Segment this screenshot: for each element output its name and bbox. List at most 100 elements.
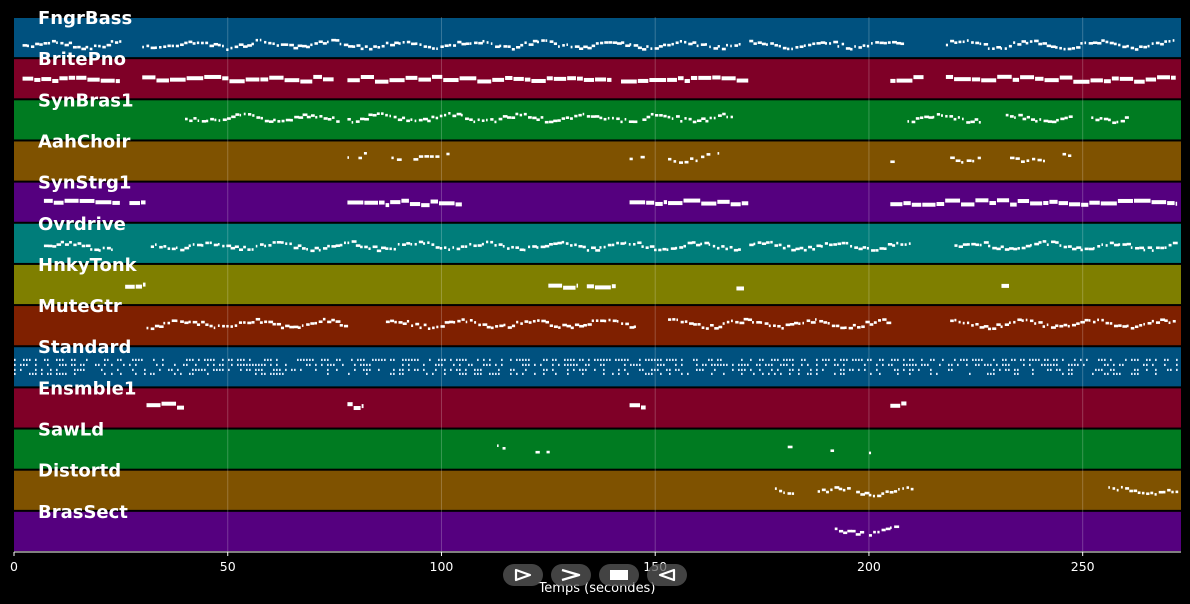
note bbox=[474, 368, 476, 372]
back-button[interactable] bbox=[647, 564, 687, 586]
note bbox=[261, 372, 263, 376]
note bbox=[1044, 358, 1046, 362]
note bbox=[240, 363, 242, 367]
note bbox=[855, 358, 857, 362]
note bbox=[1047, 358, 1049, 362]
note bbox=[679, 246, 684, 249]
note bbox=[1171, 490, 1174, 494]
note bbox=[22, 76, 34, 81]
note bbox=[1170, 75, 1176, 80]
note bbox=[607, 243, 612, 247]
note bbox=[595, 42, 599, 45]
note bbox=[439, 114, 443, 118]
note bbox=[704, 241, 710, 245]
note bbox=[1125, 487, 1130, 490]
note bbox=[722, 112, 726, 116]
note bbox=[709, 45, 711, 49]
note bbox=[1050, 45, 1056, 49]
note bbox=[768, 372, 770, 376]
note bbox=[456, 358, 458, 362]
note bbox=[663, 114, 667, 118]
note bbox=[186, 76, 204, 81]
note bbox=[414, 119, 417, 123]
note bbox=[1134, 372, 1136, 376]
note bbox=[1008, 363, 1010, 367]
note bbox=[586, 284, 594, 289]
play-button[interactable] bbox=[503, 564, 543, 586]
note bbox=[444, 358, 446, 362]
note bbox=[987, 363, 989, 367]
note bbox=[272, 322, 276, 326]
note bbox=[243, 321, 246, 324]
note bbox=[1160, 246, 1165, 250]
note bbox=[268, 244, 272, 247]
note bbox=[435, 246, 440, 249]
note bbox=[562, 323, 567, 327]
note bbox=[51, 39, 56, 43]
note bbox=[1164, 363, 1166, 367]
note bbox=[870, 372, 872, 376]
note bbox=[897, 358, 899, 362]
note bbox=[100, 78, 115, 83]
note bbox=[896, 241, 899, 245]
note bbox=[979, 243, 982, 247]
note bbox=[876, 368, 878, 372]
note bbox=[654, 358, 656, 362]
note bbox=[331, 38, 336, 42]
note bbox=[723, 363, 725, 367]
note bbox=[393, 372, 395, 376]
note bbox=[459, 372, 461, 376]
note bbox=[289, 242, 292, 246]
note bbox=[749, 39, 754, 43]
note bbox=[210, 358, 212, 362]
note bbox=[1092, 320, 1096, 324]
note bbox=[544, 120, 549, 124]
note bbox=[726, 115, 728, 119]
note bbox=[1134, 358, 1136, 362]
note bbox=[1135, 246, 1140, 250]
note bbox=[83, 368, 85, 372]
note bbox=[834, 363, 836, 367]
note bbox=[909, 368, 911, 372]
note bbox=[343, 324, 349, 328]
note bbox=[750, 368, 752, 372]
note bbox=[473, 120, 476, 124]
note bbox=[431, 115, 435, 119]
note bbox=[600, 319, 605, 323]
note bbox=[408, 368, 410, 372]
note bbox=[667, 77, 677, 82]
note bbox=[552, 368, 554, 372]
forward-button[interactable] bbox=[551, 564, 591, 586]
note bbox=[738, 368, 740, 372]
note bbox=[966, 321, 970, 325]
note bbox=[448, 248, 451, 251]
note bbox=[1088, 319, 1091, 322]
note bbox=[347, 241, 350, 245]
note bbox=[281, 119, 285, 123]
stop-button[interactable] bbox=[599, 564, 639, 586]
note bbox=[29, 358, 31, 362]
note bbox=[372, 358, 374, 362]
note bbox=[1021, 319, 1024, 322]
note bbox=[684, 320, 688, 323]
note bbox=[1080, 320, 1085, 324]
note bbox=[570, 358, 572, 362]
note bbox=[1015, 157, 1020, 160]
note bbox=[639, 363, 641, 367]
note bbox=[201, 244, 204, 247]
note bbox=[35, 372, 37, 376]
note bbox=[276, 372, 278, 376]
note bbox=[966, 363, 968, 367]
note bbox=[621, 79, 637, 84]
note bbox=[519, 358, 521, 362]
note bbox=[787, 445, 793, 449]
note bbox=[222, 244, 225, 248]
note bbox=[633, 44, 639, 47]
note bbox=[159, 368, 161, 372]
note bbox=[993, 368, 995, 372]
note bbox=[886, 321, 892, 325]
note bbox=[268, 41, 272, 45]
note bbox=[501, 358, 503, 362]
note bbox=[153, 372, 155, 376]
note bbox=[101, 368, 103, 372]
